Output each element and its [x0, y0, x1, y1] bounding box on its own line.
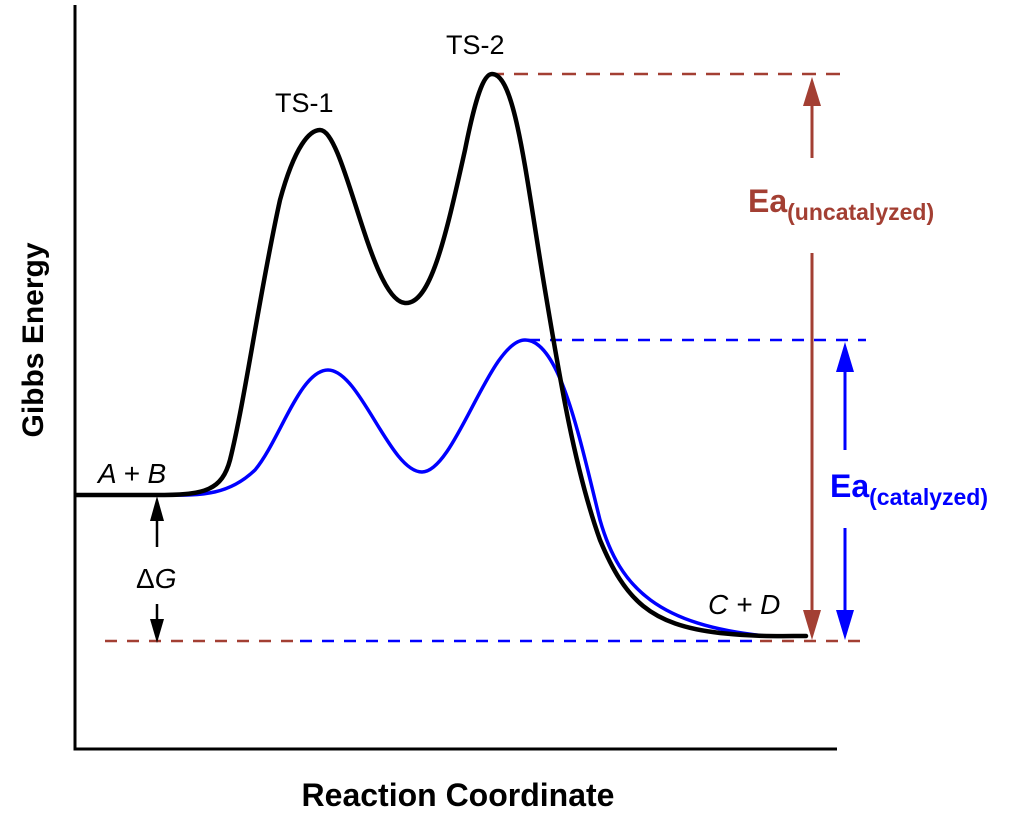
- ea-catalyzed-label: Ea(catalyzed): [830, 468, 988, 510]
- ea-uncatalyzed-label: Ea(uncatalyzed): [748, 183, 934, 225]
- delta-g-arrowhead-up: [150, 496, 164, 521]
- uncatalyzed-curve: [73, 71, 809, 639]
- ea-uncatalyzed-subscript: (uncatalyzed): [787, 199, 934, 225]
- ts1-label: TS-1: [275, 88, 334, 118]
- ea-uncatalyzed-arrowhead-down: [803, 610, 821, 640]
- delta-g-arrowhead-down: [150, 619, 164, 643]
- x-axis-label: Reaction Coordinate: [302, 777, 615, 813]
- ea-catalyzed-arrowhead-down: [836, 610, 854, 640]
- delta-g-label: ΔG: [136, 563, 176, 594]
- ts2-label: TS-2: [446, 30, 505, 60]
- ea-catalyzed-subscript: (catalyzed): [869, 484, 988, 510]
- ea-uncatalyzed-arrowhead-up: [803, 77, 821, 106]
- ea-uncatalyzed-main: Ea: [748, 183, 787, 219]
- products-label: C + D: [708, 589, 780, 620]
- catalyzed-curve: [159, 338, 766, 638]
- reactants-label: A + B: [96, 458, 166, 489]
- ea-catalyzed-main: Ea: [830, 468, 869, 504]
- delta-symbol: Δ: [136, 563, 155, 594]
- ea-catalyzed-arrowhead-up: [836, 342, 854, 372]
- delta-var: G: [155, 563, 177, 594]
- y-axis-label: Gibbs Energy: [17, 242, 50, 437]
